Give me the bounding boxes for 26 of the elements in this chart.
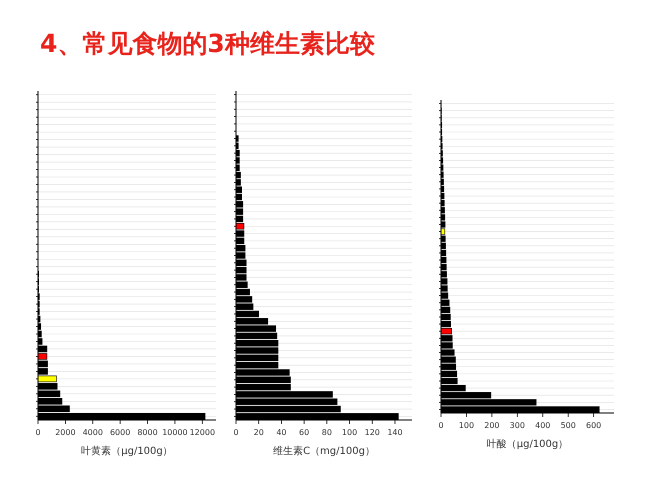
- x-tick-label: 40: [276, 428, 287, 437]
- x-tick-label: 6000: [110, 428, 130, 437]
- x-tick-label: 10000: [162, 428, 188, 437]
- x-tick-label: 140: [387, 428, 403, 437]
- title: 4、常见食物的3种维生素比较: [40, 29, 375, 58]
- x-tick-label: 100: [342, 428, 358, 437]
- xlabel: 叶酸（μg/100g）: [486, 439, 568, 450]
- x-tick-label: 80: [322, 428, 332, 437]
- x-tick-label: 4000: [82, 428, 103, 437]
- x-tick-label: 120: [364, 428, 380, 437]
- x-tick-label: 12000: [190, 428, 216, 437]
- x-tick-label: 200: [484, 421, 500, 430]
- x-tick-label: 400: [535, 421, 550, 430]
- x-tick-label: 0: [233, 428, 239, 437]
- x-tick-label: 500: [560, 421, 576, 430]
- x-tick-label: 20: [254, 428, 264, 437]
- x-tick-label: 0: [35, 428, 41, 437]
- x-tick-label: 600: [586, 421, 602, 430]
- xlabel: 维生素C（mg/100g）: [273, 446, 375, 457]
- x-tick-label: 2000: [55, 428, 76, 437]
- xlabel: 叶黄素（μg/100g）: [81, 446, 173, 457]
- x-tick-label: 300: [510, 421, 525, 430]
- x-tick-label: 0: [438, 421, 444, 430]
- x-tick-label: 60: [299, 428, 310, 437]
- x-tick-label: 100: [458, 421, 474, 430]
- x-tick-label: 8000: [137, 428, 158, 437]
